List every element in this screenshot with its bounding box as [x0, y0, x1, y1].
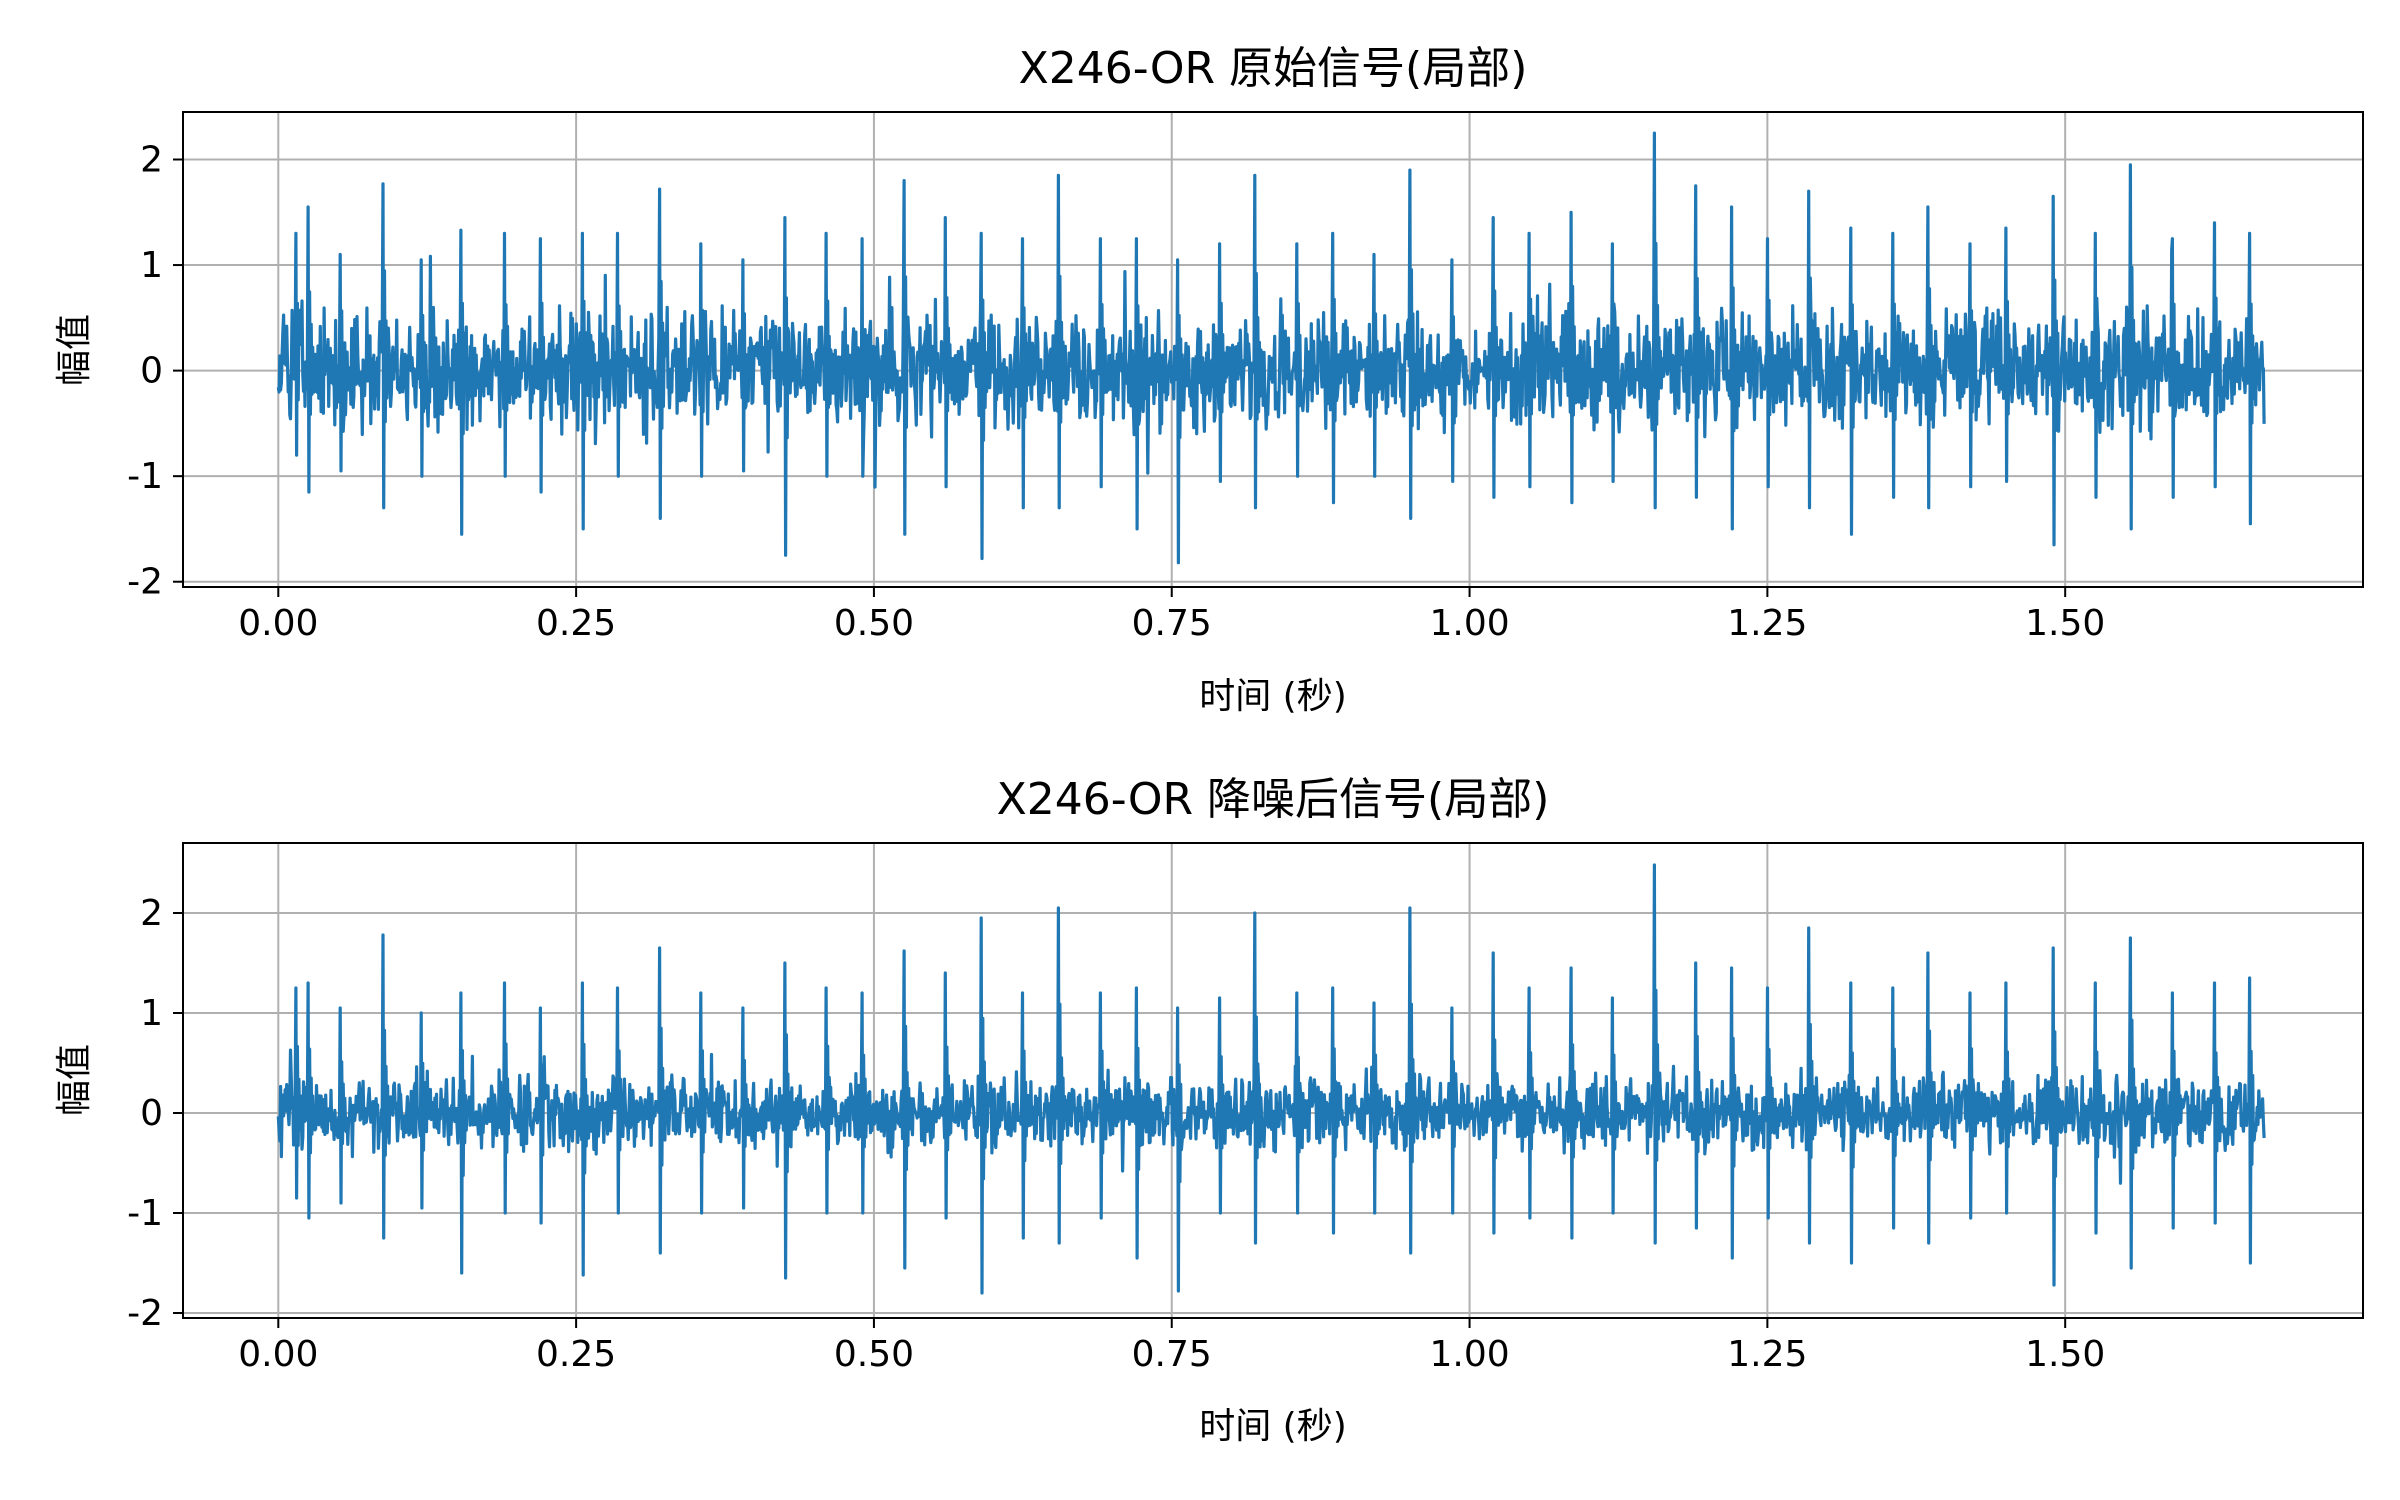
plot-frame: [182, 111, 2364, 588]
x-tick-label: 1.50: [2025, 603, 2105, 644]
x-axis-ticks: 0.00 0.25 0.50 0.75 1.00 1.25 1.50: [238, 587, 2105, 644]
y-axis-label: 幅值: [54, 1044, 95, 1116]
chart-title: X246-OR 降噪后信号(局部): [997, 774, 1550, 825]
series-signal: [276, 863, 2266, 1295]
x-tick-label: 1.00: [1429, 603, 1509, 644]
x-tick-label: 0.75: [1132, 603, 1212, 644]
x-tick-label: 0.00: [238, 1334, 318, 1375]
x-axis-ticks: 0.00 0.25 0.50 0.75 1.00 1.25 1.50: [238, 1318, 2105, 1375]
x-tick-label: 0.75: [1132, 1334, 1212, 1375]
x-tick-label: 0.25: [536, 603, 616, 644]
y-tick-label: 0: [140, 351, 163, 392]
y-axis-ticks: -2 -1 0 1 2: [127, 140, 183, 603]
signal-line: [276, 131, 2266, 565]
x-tick-label: 0.50: [834, 603, 914, 644]
y-tick-label: -1: [127, 456, 163, 497]
x-tick-label: 1.25: [1727, 603, 1807, 644]
plot-frame: [182, 842, 2364, 1319]
x-axis-label: 时间 (秒): [1199, 1406, 1347, 1447]
x-axis-label: 时间 (秒): [1199, 676, 1347, 717]
signal-line: [276, 863, 2266, 1295]
chart-title: X246-OR 原始信号(局部): [1019, 43, 1528, 94]
x-tick-label: 1.50: [2025, 1334, 2105, 1375]
y-tick-label: 1: [140, 993, 163, 1034]
x-tick-label: 1.00: [1429, 1334, 1509, 1375]
y-tick-label: -2: [127, 562, 163, 603]
x-tick-label: 0.50: [834, 1334, 914, 1375]
y-tick-label: 0: [140, 1093, 163, 1134]
y-tick-label: 2: [140, 893, 163, 934]
y-tick-label: -1: [127, 1193, 163, 1234]
y-tick-label: 1: [140, 245, 163, 286]
y-axis-ticks: -2 -1 0 1 2: [127, 893, 183, 1334]
series-signal: [276, 131, 2266, 565]
subplot-raw-signal: X246-OR 原始信号(局部) 0.00 0.25 0.50 0.75 1.00 1.2…: [54, 43, 2364, 717]
x-tick-label: 1.25: [1727, 1334, 1807, 1375]
y-axis-label: 幅值: [54, 314, 95, 386]
subplot-denoised-signal: X246-OR 降噪后信号(局部) 0.00 0.25 0.50 0.75 1.00 1.…: [54, 774, 2364, 1447]
y-tick-label: 2: [140, 140, 163, 181]
x-tick-label: 0.25: [536, 1334, 616, 1375]
y-tick-label: -2: [127, 1293, 163, 1334]
x-tick-label: 0.00: [238, 603, 318, 644]
